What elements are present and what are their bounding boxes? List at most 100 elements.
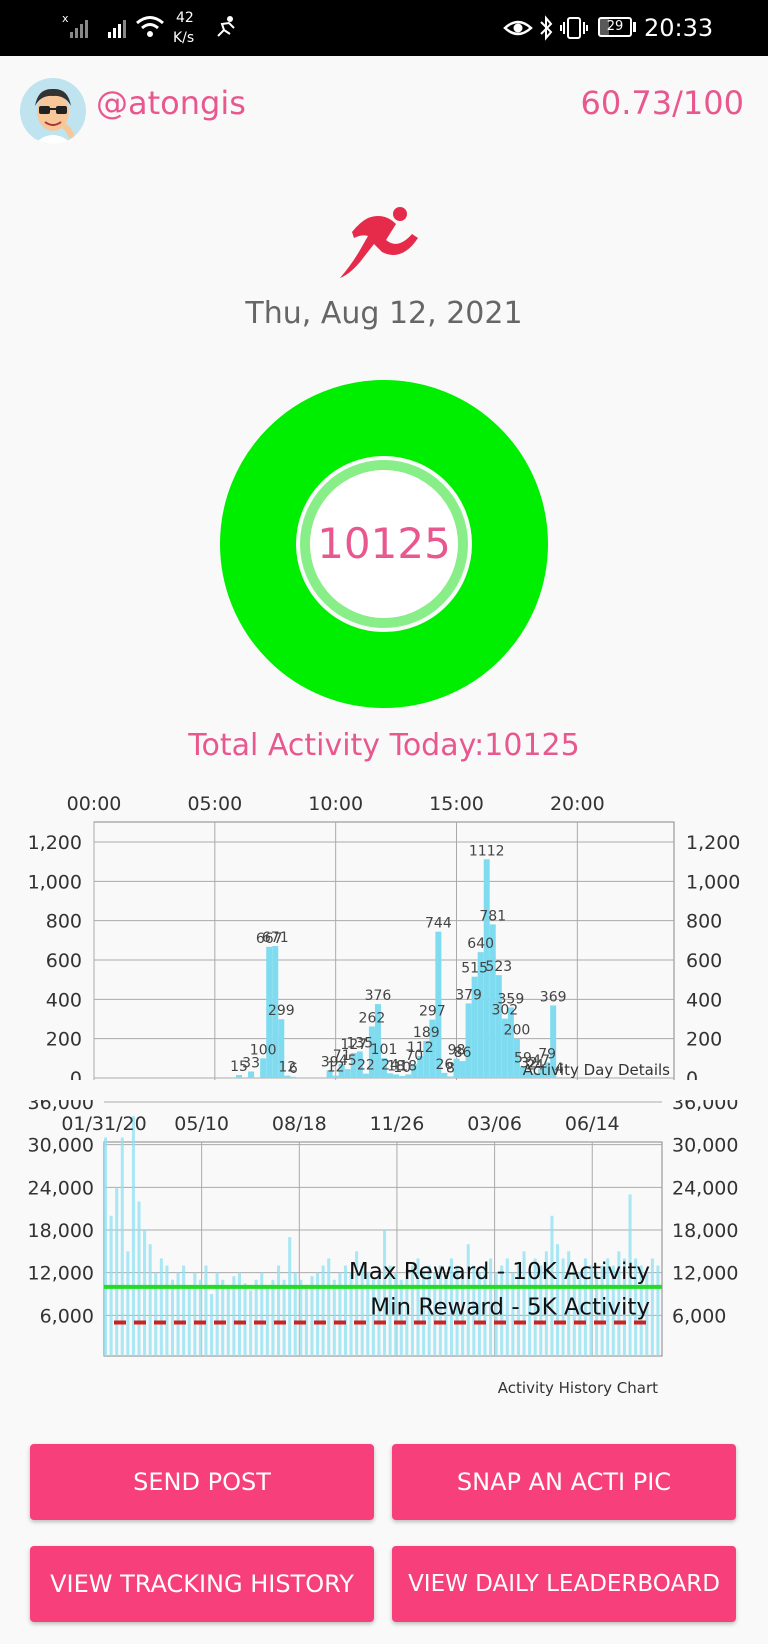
history-chart-left-ticks: 6,000 12,000 18,000 24,000 30,000 36,000 xyxy=(28,1100,94,1327)
day-chart-data-label: 6 xyxy=(289,1061,298,1077)
day-chart-bar xyxy=(495,975,502,1078)
day-chart-data-label: 98 xyxy=(448,1043,466,1059)
history-chart-left-tick: 24,000 xyxy=(28,1177,94,1199)
day-chart-bar xyxy=(374,1004,381,1078)
history-chart-bar xyxy=(511,1272,515,1356)
history-chart-bar xyxy=(321,1265,325,1356)
history-chart-bar xyxy=(438,1265,442,1356)
day-chart-data-label: 45 xyxy=(339,1053,357,1069)
history-chart-bar xyxy=(182,1265,186,1356)
history-chart-bar xyxy=(634,1258,638,1356)
history-chart-bar xyxy=(427,1265,431,1356)
view-tracking-history-button[interactable]: VIEW TRACKING HISTORY xyxy=(30,1546,374,1622)
clock: 20:33 xyxy=(644,14,714,42)
day-chart-time-ticks: 00:00 05:00 10:00 15:00 20:00 xyxy=(67,793,605,815)
history-chart-bar xyxy=(126,1251,130,1356)
activity-ring-progress xyxy=(220,380,548,708)
day-chart-left-tick: 600 xyxy=(46,950,82,972)
day-chart-right-tick: 200 xyxy=(686,1029,722,1051)
day-chart-data-label: 369 xyxy=(540,989,567,1005)
history-chart-right-tick: 18,000 xyxy=(672,1220,738,1242)
history-chart-bar xyxy=(170,1279,175,1356)
day-chart-time-tick: 15:00 xyxy=(429,793,484,815)
history-chart-bar xyxy=(500,1265,504,1356)
network-speed-unit: K/s xyxy=(173,30,195,46)
day-chart-bar xyxy=(550,1005,557,1078)
day-chart-bar xyxy=(441,1072,448,1078)
history-chart-bar xyxy=(360,1265,364,1356)
day-chart-bar xyxy=(411,1064,418,1078)
battery-icon: 29 xyxy=(598,17,632,37)
history-chart-bar xyxy=(143,1230,147,1356)
day-chart-bar xyxy=(272,946,279,1078)
day-chart-data-label: 302 xyxy=(491,1003,518,1019)
day-chart-bar xyxy=(459,1061,466,1078)
send-post-button[interactable]: SEND POST xyxy=(30,1444,374,1520)
history-chart-bar xyxy=(271,1279,275,1356)
day-chart-data-label: 10 xyxy=(393,1060,411,1076)
day-chart-right-ticks: 0 200 400 600 800 1,000 1,200 xyxy=(686,832,740,1080)
history-chart-bar xyxy=(567,1251,571,1356)
history-chart-bar xyxy=(176,1272,180,1356)
day-chart-data-label: 127 xyxy=(340,1037,367,1053)
day-chart-data-label: 1112 xyxy=(469,843,505,859)
history-chart-bar xyxy=(611,1265,615,1356)
history-chart-bar xyxy=(449,1258,454,1356)
history-chart-bar xyxy=(388,1265,392,1356)
history-chart-bar xyxy=(193,1272,197,1356)
history-chart-bar xyxy=(226,1286,230,1356)
day-chart-data-label: 135 xyxy=(346,1035,373,1051)
history-chart-bars xyxy=(104,1116,660,1356)
avatar[interactable] xyxy=(20,78,86,144)
history-chart-bar xyxy=(578,1272,582,1356)
history-chart-bar xyxy=(645,1272,649,1356)
history-chart-bar xyxy=(533,1258,537,1356)
view-daily-leaderboard-button[interactable]: VIEW DAILY LEADERBOARD xyxy=(392,1546,736,1622)
day-chart-right-tick: 0 xyxy=(686,1068,698,1080)
day-chart-time-tick: 05:00 xyxy=(187,793,242,815)
history-chart-bar xyxy=(595,1272,599,1356)
history-chart-left-tick: 6,000 xyxy=(40,1305,94,1327)
snap-pic-button[interactable]: SNAP AN ACTI PIC xyxy=(392,1444,736,1520)
history-chart-bar xyxy=(210,1294,214,1356)
day-chart-data-label: 70 xyxy=(405,1048,423,1064)
battery-level: 29 xyxy=(606,19,624,34)
history-chart-bar xyxy=(422,1272,426,1356)
history-chart-bar xyxy=(394,1272,398,1356)
day-chart-data-label: 12 xyxy=(278,1060,296,1076)
day-chart-data-label: 640 xyxy=(467,936,494,952)
history-chart-bar xyxy=(572,1265,576,1356)
day-chart-bar xyxy=(362,1073,369,1078)
day-chart-bar xyxy=(435,931,442,1078)
history-chart-bar xyxy=(483,1265,487,1356)
day-chart-data-label: 515 xyxy=(461,961,488,977)
day-chart-data-label: 744 xyxy=(425,916,452,932)
history-chart-bar xyxy=(237,1272,241,1356)
day-chart-bar xyxy=(513,1038,520,1078)
history-chart-bar xyxy=(198,1279,202,1356)
day-chart-bar xyxy=(526,1071,532,1078)
network-speed-value: 42 xyxy=(176,10,194,26)
day-chart-bar xyxy=(266,946,273,1078)
reward-line-label: Min Reward - 5K Activity xyxy=(370,1294,650,1320)
day-chart-bar xyxy=(507,1007,514,1078)
day-chart-bar xyxy=(423,1040,430,1078)
history-chart-bar xyxy=(299,1279,303,1356)
history-chart-bar xyxy=(276,1265,281,1356)
history-chart-bar xyxy=(522,1251,526,1356)
runner-icon xyxy=(340,207,418,278)
activity-date: Thu, Aug 12, 2021 xyxy=(245,296,523,331)
day-chart-bar xyxy=(368,1026,375,1078)
day-chart-data-label: 24 xyxy=(381,1057,399,1073)
day-chart-left-ticks: 0 200 400 600 800 1,000 1,200 xyxy=(28,832,82,1080)
history-chart-bar xyxy=(444,1272,448,1356)
day-chart-left-tick: 400 xyxy=(46,989,82,1011)
day-chart-bar xyxy=(393,1074,400,1078)
day-chart-data-label: 33 xyxy=(242,1056,260,1072)
history-chart-bar xyxy=(148,1244,152,1356)
history-chart-bar xyxy=(137,1201,141,1356)
history-chart-bar xyxy=(494,1272,498,1356)
history-chart-bar xyxy=(589,1265,593,1356)
day-chart-bar xyxy=(290,1076,297,1078)
history-chart-bar xyxy=(327,1258,331,1356)
